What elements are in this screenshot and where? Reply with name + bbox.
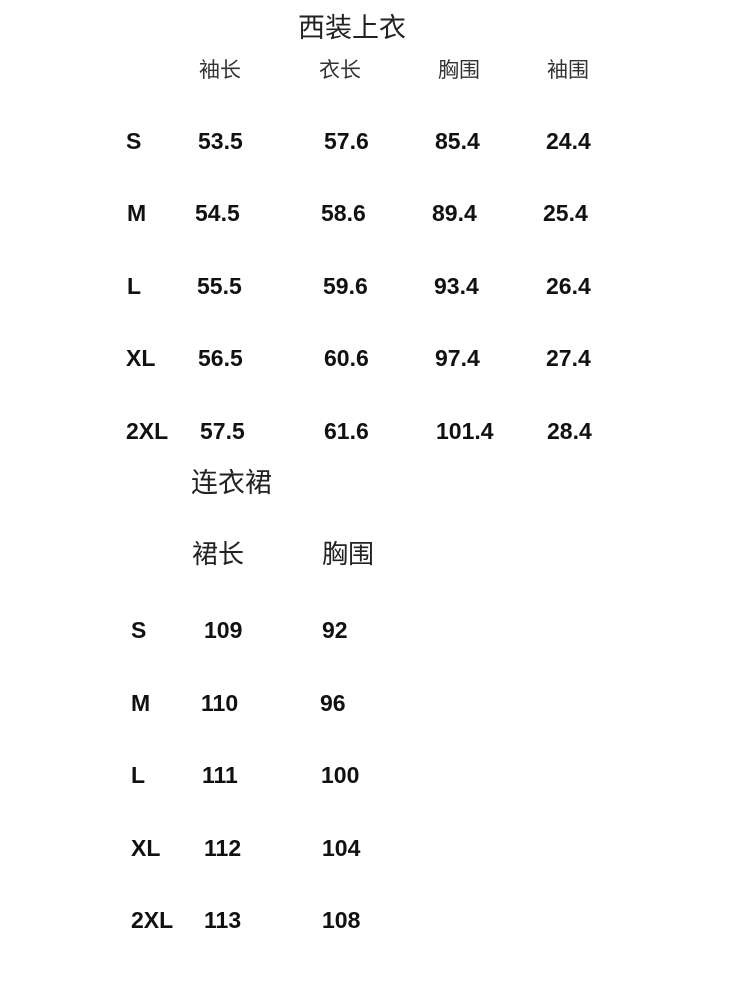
- jacket-cell: 24.4: [546, 128, 591, 154]
- dress-cell: 104: [322, 835, 361, 861]
- jacket-column-header: 衣长: [319, 58, 361, 82]
- jacket-cell: 57.6: [324, 128, 369, 154]
- jacket-title: 西装上衣: [298, 13, 406, 44]
- jacket-size-label: S: [126, 128, 142, 154]
- jacket-column-header: 袖长: [199, 58, 241, 82]
- dress-size-label: 2XL: [131, 907, 174, 933]
- dress-title: 连衣裙: [191, 468, 272, 499]
- jacket-cell: 27.4: [546, 345, 591, 371]
- jacket-size-label: XL: [126, 345, 156, 371]
- dress-size-label: M: [131, 690, 151, 716]
- dress-cell: 109: [204, 617, 243, 643]
- jacket-cell: 60.6: [324, 345, 369, 371]
- dress-cell: 100: [321, 762, 360, 788]
- jacket-cell: 97.4: [435, 345, 480, 371]
- dress-size-label: S: [131, 617, 147, 643]
- jacket-cell: 85.4: [435, 128, 480, 154]
- dress-cell: 111: [202, 762, 238, 788]
- jacket-column-header: 袖围: [547, 58, 589, 82]
- jacket-column-header: 胸围: [438, 58, 480, 82]
- jacket-cell: 54.5: [195, 200, 240, 226]
- jacket-cell: 101.4: [436, 418, 494, 444]
- jacket-cell: 61.6: [324, 418, 369, 444]
- dress-size-label: XL: [131, 835, 161, 861]
- dress-cell: 96: [320, 690, 346, 716]
- dress-cell: 110: [201, 690, 239, 716]
- jacket-size-label: 2XL: [126, 418, 169, 444]
- jacket-size-label: L: [127, 273, 142, 299]
- jacket-cell: 25.4: [543, 200, 588, 226]
- jacket-cell: 26.4: [546, 273, 591, 299]
- jacket-cell: 93.4: [434, 273, 479, 299]
- dress-cell: 108: [322, 907, 361, 933]
- dress-size-label: L: [131, 762, 146, 788]
- dress-cell: 92: [322, 617, 348, 643]
- dress-column-header: 裙长: [192, 540, 245, 570]
- jacket-cell: 28.4: [547, 418, 592, 444]
- jacket-cell: 58.6: [321, 200, 366, 226]
- jacket-cell: 53.5: [198, 128, 243, 154]
- jacket-cell: 59.6: [323, 273, 368, 299]
- jacket-cell: 89.4: [432, 200, 477, 226]
- jacket-size-label: M: [127, 200, 147, 226]
- dress-column-header: 胸围: [322, 540, 375, 570]
- jacket-cell: 56.5: [198, 345, 243, 371]
- jacket-cell: 55.5: [197, 273, 242, 299]
- dress-cell: 113: [204, 907, 242, 933]
- dress-cell: 112: [204, 835, 242, 861]
- jacket-cell: 57.5: [200, 418, 245, 444]
